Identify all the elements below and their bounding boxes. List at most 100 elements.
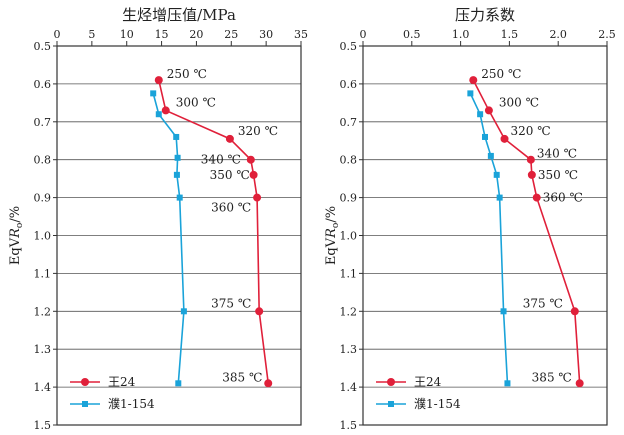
data-point [173, 134, 179, 140]
y-tick-label: 0.8 [34, 154, 52, 167]
data-point [181, 308, 187, 314]
data-point [501, 308, 507, 314]
point-annotation: 385 ℃ [532, 370, 572, 384]
x-tick-label: 0.5 [403, 28, 421, 41]
point-annotation: 350 ℃ [538, 168, 578, 182]
data-point [477, 111, 483, 117]
y-tick-label: 0.9 [34, 192, 52, 205]
data-point [504, 380, 510, 386]
chart-pressure-increment: 生烃增压值/MPa 0 5 10 15 20 25 30 35 0.5 0.6 0.7 0.8 0.9 1.… [8, 6, 308, 432]
legend-label: 王24 [414, 375, 442, 389]
point-annotation: 340 ℃ [201, 153, 241, 167]
y-axis-label: EqVRo/% [8, 206, 25, 265]
point-annotation: 375 ℃ [523, 296, 563, 310]
point-annotation: 350 ℃ [210, 168, 250, 182]
legend-marker [81, 378, 89, 386]
y-tick-label: 1.2 [340, 305, 358, 318]
data-point [155, 76, 163, 84]
legend-label: 濮1-154 [414, 396, 461, 411]
legend-label: 濮1-154 [108, 396, 155, 411]
y-tick-label: 1.0 [340, 230, 358, 243]
data-point [469, 76, 477, 84]
data-point [533, 194, 541, 202]
y-tick-label: 0.5 [340, 40, 358, 53]
legend-marker [82, 401, 88, 407]
y-tick-label: 1.2 [34, 305, 52, 318]
x-tick-label: 20 [189, 28, 203, 41]
data-point [177, 195, 183, 201]
point-annotation: 300 ℃ [176, 95, 216, 109]
y-tick-label: 0.7 [340, 116, 358, 129]
point-annotation: 385 ℃ [222, 370, 262, 384]
x-tick-label: 1.5 [501, 28, 519, 41]
data-point [501, 135, 509, 143]
data-point [264, 379, 272, 387]
data-point [482, 134, 488, 140]
x-tick-label: 35 [294, 28, 308, 41]
data-point [255, 307, 263, 315]
x-tick-label: 0 [360, 28, 367, 41]
chart-title: 压力系数 [455, 6, 515, 24]
data-point [150, 90, 156, 96]
y-axis-label-part: EqV [324, 237, 339, 265]
y-tick-label: 0.6 [340, 78, 358, 91]
y-axis-label-part: /% [8, 206, 23, 223]
y-axis-label-part: R [324, 228, 339, 239]
point-annotation: 320 ℃ [238, 124, 278, 138]
y-tick-label: 0.8 [340, 154, 358, 167]
data-point [162, 106, 170, 114]
data-point [253, 194, 261, 202]
point-annotation: 320 ℃ [511, 124, 551, 138]
y-axis-label-part: R [8, 228, 23, 239]
y-tick-label: 0.6 [34, 78, 52, 91]
chart-title: 生烃增压值/MPa [122, 6, 236, 24]
y-axis-label-part: EqV [8, 237, 23, 265]
x-tick-label: 2.0 [549, 28, 567, 41]
legend-marker [387, 378, 395, 386]
y-tick-label: 0.7 [34, 116, 52, 129]
legend-label: 王24 [108, 375, 136, 389]
y-axis-label-part: /% [324, 206, 339, 223]
point-annotation: 300 ℃ [499, 95, 539, 109]
point-annotation: 360 ℃ [543, 191, 583, 205]
data-point [226, 135, 234, 143]
data-point [156, 111, 162, 117]
chart-pressure-coefficient: 压力系数0 0.5 1.0 1.5 2.0 2.50.50.60.70.80.91.01.… [324, 6, 616, 432]
data-point [175, 155, 181, 161]
x-tick-label: 5 [88, 28, 95, 41]
data-point [494, 172, 500, 178]
data-point [247, 156, 255, 164]
x-tick-label: 10 [120, 28, 134, 41]
series-line [153, 93, 184, 383]
data-point [467, 90, 473, 96]
data-point [527, 156, 535, 164]
x-tick-label: 15 [155, 28, 169, 41]
point-annotation: 250 ℃ [481, 67, 521, 81]
y-tick-label: 1.1 [34, 267, 52, 280]
data-point [174, 172, 180, 178]
y-tick-label: 1.5 [34, 419, 52, 432]
y-tick-label: 1.3 [340, 343, 358, 356]
data-point [571, 307, 579, 315]
x-tick-label: 25 [224, 28, 238, 41]
x-tick-label: 2.5 [598, 28, 616, 41]
data-point [497, 195, 503, 201]
point-annotation: 340 ℃ [537, 147, 577, 161]
y-tick-label: 1.3 [34, 343, 52, 356]
x-tick-label: 0 [54, 28, 61, 41]
data-point [485, 106, 493, 114]
y-tick-label: 0.9 [340, 192, 358, 205]
data-point [576, 379, 584, 387]
data-point [250, 171, 258, 179]
y-tick-label: 0.5 [34, 40, 52, 53]
y-tick-label: 1.0 [34, 230, 52, 243]
data-point [175, 380, 181, 386]
y-tick-label: 1.4 [340, 381, 358, 394]
point-annotation: 250 ℃ [167, 67, 207, 81]
point-annotation: 360 ℃ [211, 201, 251, 215]
point-annotation: 375 ℃ [211, 296, 251, 310]
y-tick-label: 1.5 [340, 419, 358, 432]
y-axis-label: EqVRo/% [324, 206, 341, 265]
data-point [528, 171, 536, 179]
